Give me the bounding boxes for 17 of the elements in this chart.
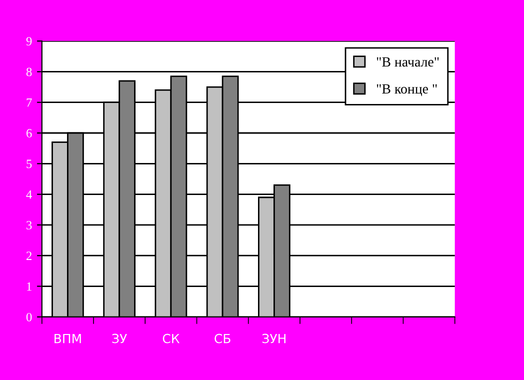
x-tick-label: СК <box>162 334 180 344</box>
legend-label: "В начале" <box>376 57 439 67</box>
y-tick-label: 4 <box>26 190 32 199</box>
y-tick-label: 9 <box>26 37 32 46</box>
y-tick-label: 0 <box>26 312 32 322</box>
y-tick-label: 8 <box>26 68 32 76</box>
y-tick-label: 6 <box>26 129 32 138</box>
legend-label: "В конце " <box>376 84 437 96</box>
x-tick-label: ВПМ <box>54 334 81 344</box>
y-tick-label: 2 <box>26 252 32 260</box>
y-tick-label: 7 <box>26 98 32 107</box>
x-tick-label: СБ <box>214 334 230 344</box>
y-tick-label: 3 <box>26 221 32 230</box>
x-tick-label: ЗУН <box>262 334 286 344</box>
y-tick-label: 5 <box>26 160 32 168</box>
y-tick-label: 1 <box>27 282 32 291</box>
x-tick-label: ЗУ <box>112 334 127 344</box>
